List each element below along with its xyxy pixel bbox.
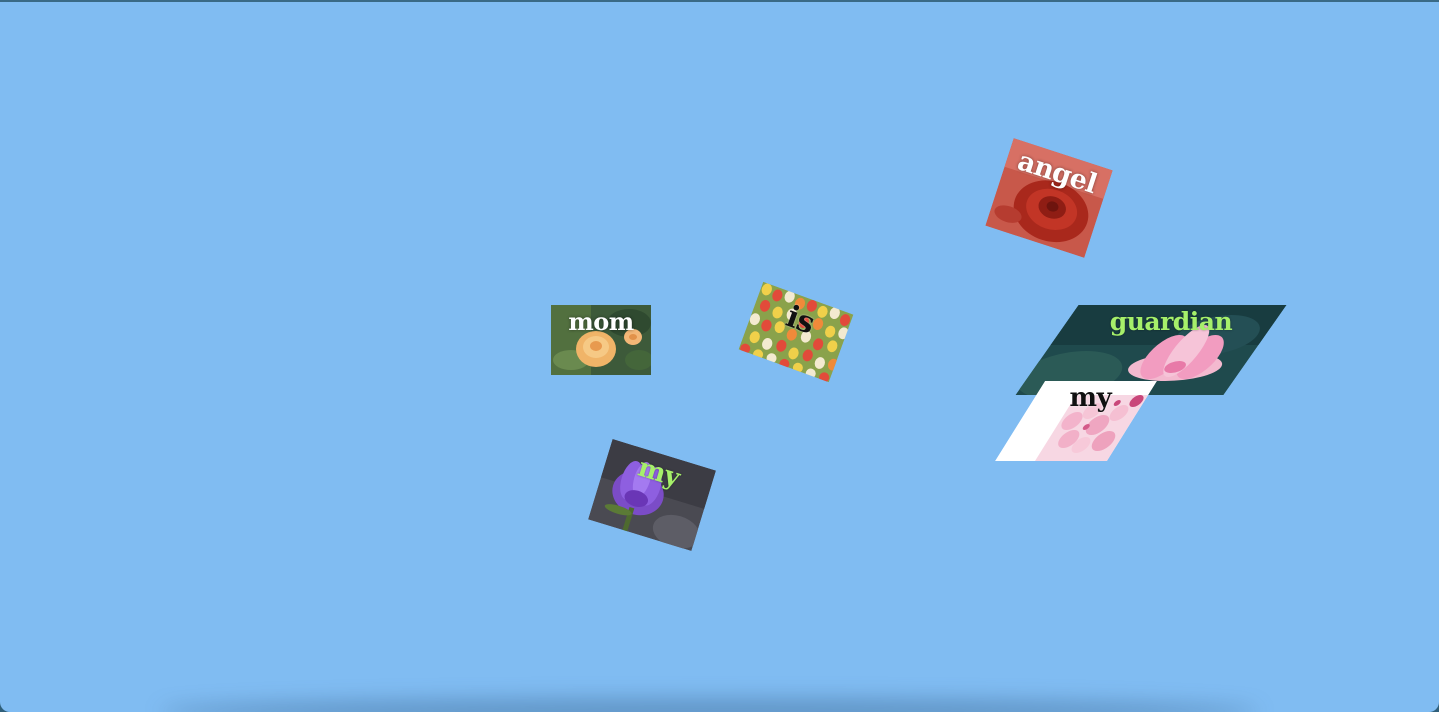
card-word-guardian: guardian — [1109, 307, 1233, 336]
orange-rose-photo — [551, 305, 651, 375]
flower-card-my-blossom[interactable]: my — [995, 381, 1157, 461]
cherry-blossom-photo — [995, 381, 1157, 461]
red-rose-photo — [985, 138, 1113, 258]
card-word-mom: mom — [568, 307, 634, 336]
flower-card-my-lily[interactable]: my — [588, 439, 716, 551]
tulip-field-photo — [738, 281, 854, 383]
purple-lily-photo — [588, 439, 716, 551]
pink-lotus-photo — [1015, 305, 1287, 395]
card-word-my-blossom: my — [1069, 383, 1112, 413]
flower-card-angel[interactable]: angel — [985, 138, 1113, 258]
flower-card-mom[interactable]: mom — [551, 305, 651, 375]
stage-bottom-shadow — [160, 698, 1259, 712]
flower-card-guardian[interactable]: guardian — [1015, 305, 1287, 395]
flower-card-is[interactable]: is — [738, 281, 854, 383]
